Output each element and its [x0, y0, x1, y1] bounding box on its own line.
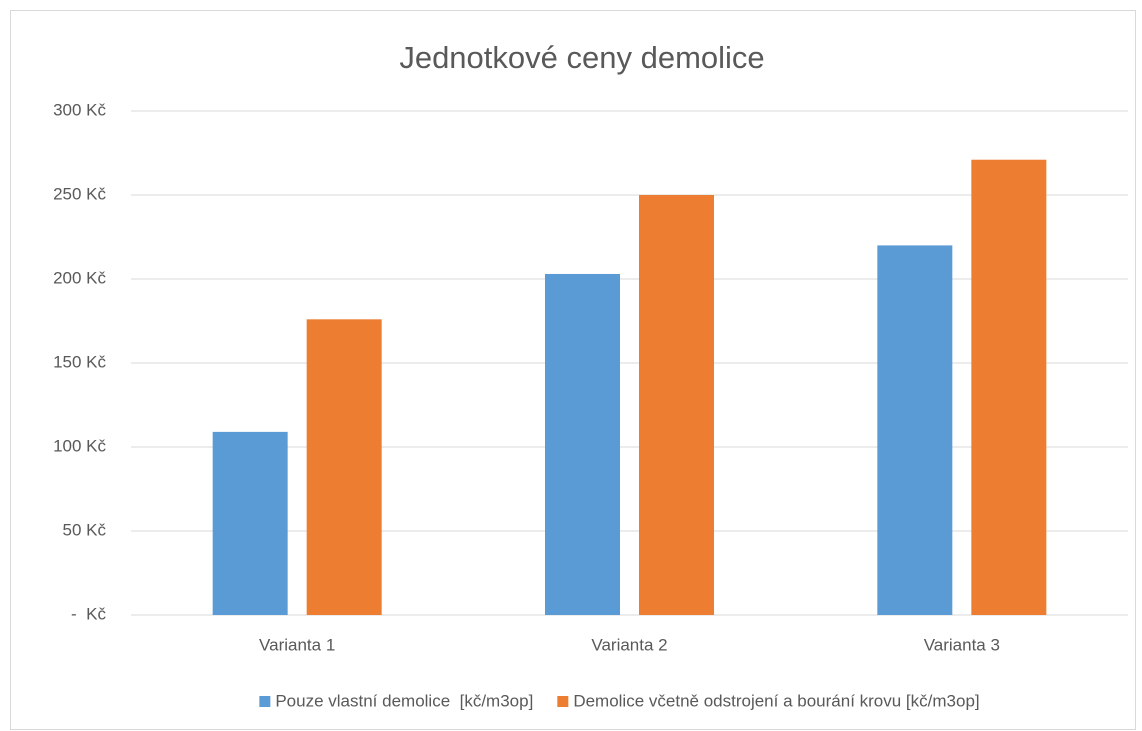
- y-tick-label: 250 Kč: [53, 184, 106, 203]
- legend-label: Pouze vlastní demolice [kč/m3op]: [275, 691, 533, 710]
- bar: [877, 245, 953, 615]
- chart-title: Jednotkové ceny demolice: [399, 40, 764, 75]
- bar: [971, 159, 1047, 615]
- bar: [639, 195, 714, 615]
- bar: [306, 319, 382, 615]
- bar: [545, 273, 620, 615]
- y-tick-label: 150 Kč: [53, 352, 106, 371]
- x-tick-label: Varianta 3: [924, 635, 1000, 654]
- y-tick-label: 300 Kč: [53, 100, 106, 119]
- y-tick-label: 200 Kč: [53, 268, 106, 287]
- x-tick-label: Varianta 2: [591, 635, 667, 654]
- legend-label: Demolice včetně odstrojení a bourání kro…: [573, 691, 979, 710]
- y-tick-label: 50 Kč: [63, 520, 107, 539]
- x-tick-label: Varianta 1: [259, 635, 335, 654]
- legend-swatch: [259, 696, 271, 707]
- y-tick-label: - Kč: [71, 604, 106, 623]
- legend-swatch: [557, 696, 569, 707]
- bar: [212, 431, 288, 615]
- y-tick-label: 100 Kč: [53, 436, 106, 455]
